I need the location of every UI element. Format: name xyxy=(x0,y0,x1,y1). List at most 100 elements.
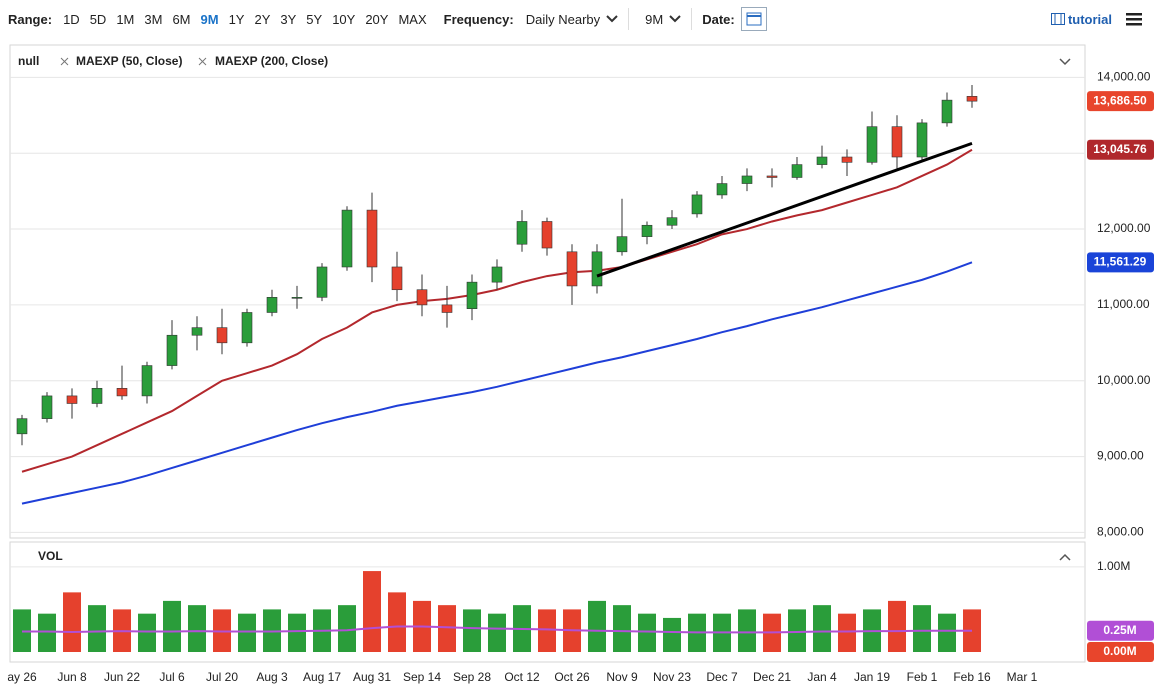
candle-body xyxy=(516,221,528,245)
x-tick-label: Feb 1 xyxy=(907,670,938,684)
range-button[interactable]: 20Y xyxy=(365,11,389,27)
trend-line xyxy=(596,141,973,278)
x-tick-label: Feb 16 xyxy=(953,670,991,684)
dropdown-arrow xyxy=(669,15,681,23)
x-tick-label: Mar 1 xyxy=(1007,670,1038,684)
candle-body xyxy=(591,251,603,287)
legend: null MAEXP (50, Close) MAEXP (200, Close… xyxy=(18,54,328,68)
range-button[interactable]: 1Y xyxy=(228,11,245,27)
candle-body xyxy=(616,236,628,253)
candle-body xyxy=(391,266,403,291)
price-tag xyxy=(1087,620,1154,641)
remove-icon[interactable] xyxy=(60,57,69,66)
y-tick-label: 10,000.00 xyxy=(1097,373,1151,387)
candle-body xyxy=(191,327,203,336)
separator xyxy=(628,8,630,30)
dropdown-arrow xyxy=(606,15,618,23)
tutorial-icon xyxy=(1050,13,1065,25)
candle-body xyxy=(316,266,328,298)
period-dropdown[interactable]: 9M xyxy=(645,12,681,27)
volume-bar xyxy=(463,609,481,652)
candle-body xyxy=(16,418,28,435)
x-tick-label: Jan 4 xyxy=(807,670,837,684)
candle-body xyxy=(966,96,978,102)
x-tick-label: Nov 9 xyxy=(606,670,638,684)
volume-bar xyxy=(63,592,81,652)
range-button[interactable]: 3Y xyxy=(280,11,297,27)
x-tick-label: Jun 22 xyxy=(104,670,140,684)
price-tag-label: 0.25M xyxy=(1103,623,1136,637)
legend-item: MAEXP (50, Close) xyxy=(76,54,182,68)
menu-button[interactable] xyxy=(1126,12,1142,26)
x-tick-label: Aug 3 xyxy=(256,670,288,684)
candle-body xyxy=(791,164,803,178)
range-button[interactable]: 10Y xyxy=(332,11,356,27)
range-label: Range: xyxy=(8,11,53,27)
date-label: Date: xyxy=(702,11,735,27)
moving-average-line xyxy=(21,148,973,473)
candle-body xyxy=(341,209,353,268)
toolbar: Range: 1D 5D 1M 3M 6M 9M 1Y 2Y 3Y 5Y 10Y 20Y MAX Fre… xyxy=(0,0,1156,38)
price-tag xyxy=(1087,642,1154,662)
range-button[interactable]: MAX xyxy=(398,11,427,27)
price-tag-label: 13,686.50 xyxy=(1093,93,1147,107)
x-tick-label: Dec 21 xyxy=(753,670,791,684)
candle-body xyxy=(891,126,903,158)
candle-body xyxy=(91,388,103,404)
price-tag xyxy=(1087,139,1154,160)
candle-body xyxy=(716,183,728,196)
range-button[interactable]: 6M xyxy=(172,11,191,27)
candle-body xyxy=(216,327,228,344)
volume-title: VOL xyxy=(38,549,63,563)
price-tag-label: 0.00M xyxy=(1103,644,1136,658)
volume-bar xyxy=(588,600,606,652)
price-tag xyxy=(1087,252,1154,273)
price-tag-label: 11,561.29 xyxy=(1094,254,1147,268)
x-tick-label: Dec 7 xyxy=(706,670,738,684)
range-button[interactable]: 1D xyxy=(63,11,80,27)
x-tick-label: ay 26 xyxy=(7,670,37,684)
candle-body xyxy=(491,266,503,283)
volume-bar xyxy=(388,592,406,652)
x-tick-label: Sep 14 xyxy=(403,670,441,684)
range-button[interactable]: 1M xyxy=(116,11,135,27)
volume-bar xyxy=(188,605,206,652)
range-button[interactable]: 5D xyxy=(89,11,107,27)
x-tick-label: Jul 20 xyxy=(206,670,238,684)
candle-body xyxy=(816,156,828,165)
x-tick-label: Jan 19 xyxy=(854,670,890,684)
volume-bar xyxy=(638,613,656,652)
x-tick-label: Sep 28 xyxy=(453,670,491,684)
range-button[interactable]: 9M xyxy=(200,11,219,27)
candle-body xyxy=(141,365,153,397)
candle-body xyxy=(666,217,678,226)
candle-body xyxy=(66,395,78,404)
range-buttons: 1D 5D 1M 3M 6M 9M 1Y 2Y 3Y 5Y 10Y 20Y MAX xyxy=(58,12,432,27)
candle-body xyxy=(866,126,878,163)
range-button[interactable]: 3M xyxy=(144,11,163,27)
moving-average-line xyxy=(21,261,973,505)
volume-bar xyxy=(438,605,456,652)
x-tick-label: Oct 12 xyxy=(504,670,540,684)
price-tag-label: 13,045.76 xyxy=(1093,142,1147,156)
volume-bar xyxy=(288,613,306,652)
candle-body xyxy=(466,281,478,309)
calendar-button[interactable] xyxy=(740,7,767,31)
collapse-icon[interactable] xyxy=(1059,58,1071,66)
candle-body xyxy=(566,251,578,287)
collapse-icon[interactable] xyxy=(1059,553,1071,561)
range-button[interactable]: 5Y xyxy=(306,11,323,27)
candle-body xyxy=(841,156,853,163)
frequency-label: Frequency: xyxy=(443,11,514,27)
y-tick-label: 9,000.00 xyxy=(1097,449,1144,463)
y-tick-label: 12,000.00 xyxy=(1097,221,1151,235)
range-button[interactable]: 2Y xyxy=(254,11,271,27)
frequency-dropdown[interactable]: Daily Nearby xyxy=(526,12,618,27)
volume-bar xyxy=(913,605,931,652)
tutorial-link[interactable]: tutorial xyxy=(1067,11,1112,27)
candle-body xyxy=(366,209,378,268)
remove-icon[interactable] xyxy=(198,57,207,66)
candle-body xyxy=(941,99,953,124)
